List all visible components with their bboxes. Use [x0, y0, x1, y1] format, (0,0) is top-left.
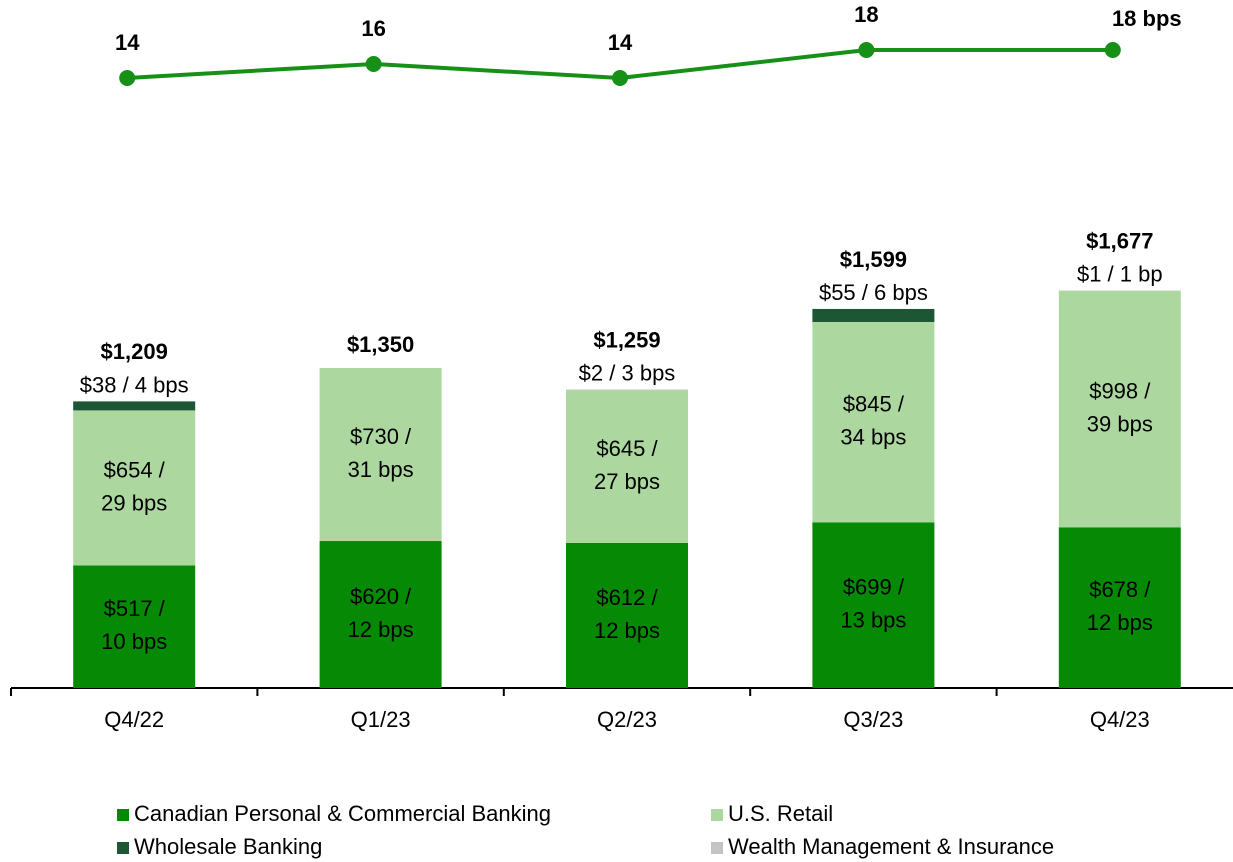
- bar-segment: [73, 565, 196, 688]
- segment-label-line: $612 /: [596, 585, 658, 610]
- legend-swatch: [711, 842, 723, 854]
- line-point: [1104, 42, 1121, 58]
- legend-label: Canadian Personal & Commercial Banking: [134, 801, 551, 826]
- segment-label-line: 12 bps: [1087, 610, 1153, 635]
- segment-label: $998 / 39 bps: [1087, 378, 1153, 436]
- bar-segment: [1058, 527, 1181, 688]
- legend-swatch: [117, 842, 129, 854]
- segment-label-line: $845 /: [843, 391, 905, 416]
- x-tick-label: Q1/23: [351, 707, 411, 732]
- segment-label-line: 12 bps: [594, 618, 660, 643]
- bar-segment: [1058, 290, 1181, 528]
- segment-label-line: 13 bps: [840, 607, 906, 632]
- segment-label: $1 / 1 bp: [1077, 261, 1163, 286]
- x-tick-label: Q3/23: [843, 707, 903, 732]
- line-point: [365, 56, 382, 72]
- bar-segment: [566, 542, 688, 688]
- total-label: $1,599: [840, 247, 907, 272]
- segment-label-line: $699 /: [843, 574, 905, 599]
- line-point: [612, 70, 628, 86]
- bar-segment: [566, 390, 688, 543]
- segment-label: $620 / 12 bps: [348, 584, 414, 642]
- segment-label: $612 / 12 bps: [594, 585, 660, 643]
- segment-label-line: 34 bps: [840, 424, 906, 449]
- segment-label: $654 / 29 bps: [101, 457, 167, 515]
- segment-label: $730 / 31 bps: [348, 424, 414, 482]
- legend-label: U.S. Retail: [728, 801, 833, 826]
- legend-swatch: [711, 809, 723, 821]
- legend-label: Wealth Management & Insurance: [728, 834, 1054, 859]
- segment-label: $699 / 13 bps: [840, 574, 906, 632]
- line-label: 14: [608, 30, 633, 55]
- bar-segment: [812, 321, 935, 523]
- x-tick-label: Q4/23: [1090, 707, 1150, 732]
- segment-label-line: $620 /: [350, 584, 412, 609]
- total-label: $1,259: [593, 327, 660, 352]
- segment-label-line: 10 bps: [101, 629, 167, 654]
- segment-label-line: 39 bps: [1087, 411, 1153, 436]
- line-point: [858, 42, 875, 58]
- line-label: 18 bps: [1112, 6, 1182, 31]
- segment-label-line: $55 / 6 bps: [819, 280, 928, 305]
- segment-label-line: $998 /: [1089, 378, 1151, 403]
- segment-label-line: 31 bps: [348, 457, 414, 482]
- x-tick-label: Q2/23: [597, 707, 657, 732]
- segment-label: $2 / 3 bps: [579, 360, 676, 385]
- segment-label-line: $1 / 1 bp: [1077, 261, 1163, 286]
- segment-label: $517 / 10 bps: [101, 596, 167, 654]
- segment-label-line: 27 bps: [594, 469, 660, 494]
- segment-label-line: $654 /: [104, 457, 166, 482]
- segment-label-line: $730 /: [350, 424, 412, 449]
- bar-segment: [319, 541, 442, 688]
- segment-label-line: 29 bps: [101, 490, 167, 515]
- bar-segment: [319, 367, 442, 542]
- segment-label-line: $645 /: [596, 436, 658, 461]
- segment-label-line: $38 / 4 bps: [80, 372, 189, 397]
- segment-label: $845 / 34 bps: [840, 391, 906, 449]
- total-label: $1,677: [1086, 228, 1153, 253]
- line-point: [119, 70, 136, 86]
- segment-label-line: $2 / 3 bps: [579, 360, 676, 385]
- segment-label: $55 / 6 bps: [819, 280, 928, 305]
- segment-label-line: $517 /: [104, 596, 166, 621]
- bar-segment: [73, 410, 196, 566]
- line-label: 16: [361, 16, 385, 41]
- segment-label: $678 / 12 bps: [1087, 577, 1153, 635]
- total-label: $1,350: [347, 332, 414, 357]
- segment-label-line: 12 bps: [348, 617, 414, 642]
- segment-label: $645 / 27 bps: [594, 436, 660, 494]
- bar-segment: [73, 401, 196, 411]
- segment-label-line: $678 /: [1089, 577, 1151, 602]
- line-label: 14: [115, 30, 140, 55]
- legend-label: Wholesale Banking: [134, 834, 322, 859]
- segment-label: $38 / 4 bps: [80, 372, 189, 397]
- total-label: $1,209: [101, 339, 168, 364]
- x-tick-label: Q4/22: [104, 707, 164, 732]
- bar-segment: [812, 522, 935, 688]
- legend-swatch: [117, 809, 129, 821]
- bar-segment: [812, 308, 935, 322]
- line-label: 18: [854, 2, 878, 27]
